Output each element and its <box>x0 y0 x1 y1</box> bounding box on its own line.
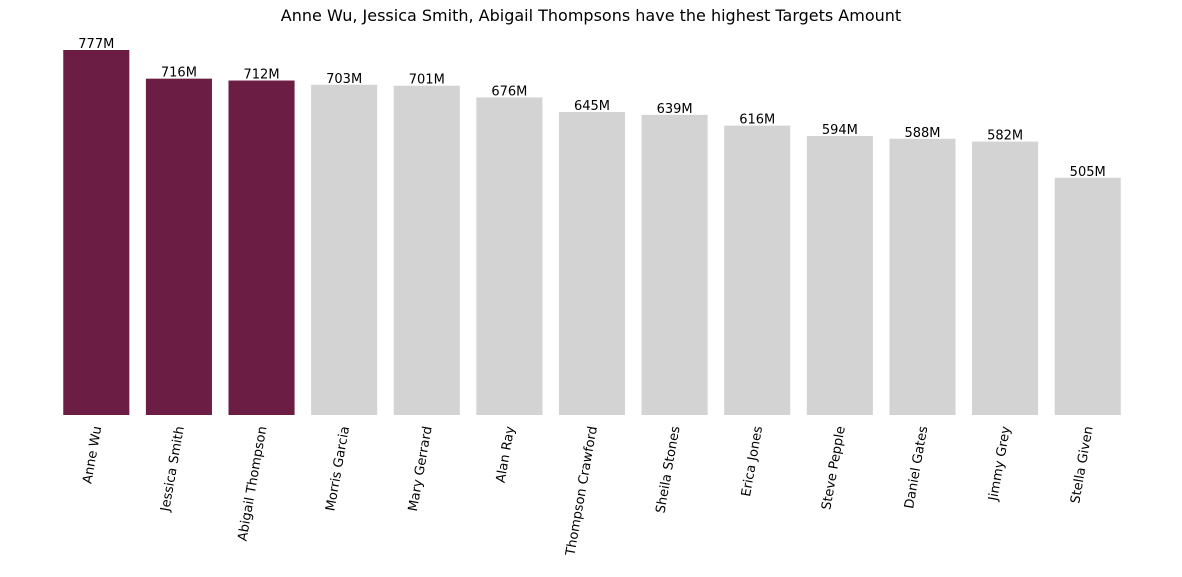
x-tick-label-abigail-thompson: Abigail Thompson <box>236 425 271 542</box>
bar-alan-ray <box>476 97 543 415</box>
value-label-alan-ray: 676M <box>491 84 527 99</box>
x-tick-label-jessica-smith: Jessica Smith <box>158 425 188 513</box>
value-label-abigail-thompson: 712M <box>244 68 280 83</box>
x-tick-label-anne-wu: Anne Wu <box>80 425 105 485</box>
x-tick-label-sheila-stones: Sheila Stones <box>653 425 683 515</box>
value-label-erica-jones: 616M <box>739 113 775 128</box>
bar-jessica-smith <box>145 78 212 415</box>
chart-title: Anne Wu, Jessica Smith, Abigail Thompson… <box>280 6 902 25</box>
value-label-mary-gerrard: 701M <box>409 73 445 88</box>
bars-layer <box>63 50 1121 415</box>
value-label-daniel-gates: 588M <box>904 126 940 141</box>
bar-steve-pepple <box>806 135 873 415</box>
bar-anne-wu <box>63 50 130 415</box>
x-tick-labels: Anne Wu Jessica Smith Abigail Thompson Morr… <box>80 425 1096 558</box>
x-tick-label-erica-jones: Erica Jones <box>739 425 766 498</box>
x-tick-label-jimmy-grey: Jimmy Grey <box>986 425 1014 503</box>
value-label-stella-given: 505M <box>1070 165 1106 180</box>
x-tick-label-morris-garcia: Morris Garcia <box>323 425 353 512</box>
x-tick-label-alan-ray: Alan Ray <box>494 425 519 484</box>
value-label-steve-pepple: 594M <box>822 123 858 138</box>
bar-mary-gerrard <box>393 85 460 415</box>
bar-thompson-crawford <box>558 112 626 415</box>
x-tick-label-daniel-gates: Daniel Gates <box>902 425 931 510</box>
value-label-jessica-smith: 716M <box>161 66 197 81</box>
bar-stella-given <box>1054 177 1121 415</box>
value-label-sheila-stones: 639M <box>657 102 693 117</box>
x-tick-label-stella-given: Stella Given <box>1068 425 1096 505</box>
bar-jimmy-grey <box>972 141 1039 415</box>
value-label-jimmy-grey: 582M <box>987 129 1023 144</box>
x-tick-label-mary-gerrard: Mary Gerrard <box>406 425 436 513</box>
bar-abigail-thompson <box>228 80 295 415</box>
value-label-thompson-crawford: 645M <box>574 99 610 114</box>
bar-daniel-gates <box>889 138 956 415</box>
bar-sheila-stones <box>641 114 708 415</box>
value-label-anne-wu: 777M <box>78 37 114 52</box>
value-label-morris-garcia: 703M <box>326 72 362 87</box>
bar-morris-garcia <box>311 84 378 415</box>
value-labels-layer: 777M 716M 712M 703M 701M 676M 645M 639M 616M 594M… <box>78 37 1105 180</box>
bar-erica-jones <box>724 125 791 415</box>
x-tick-label-thompson-crawford: Thompson Crawford <box>563 425 601 558</box>
x-tick-label-steve-pepple: Steve Pepple <box>819 425 848 511</box>
